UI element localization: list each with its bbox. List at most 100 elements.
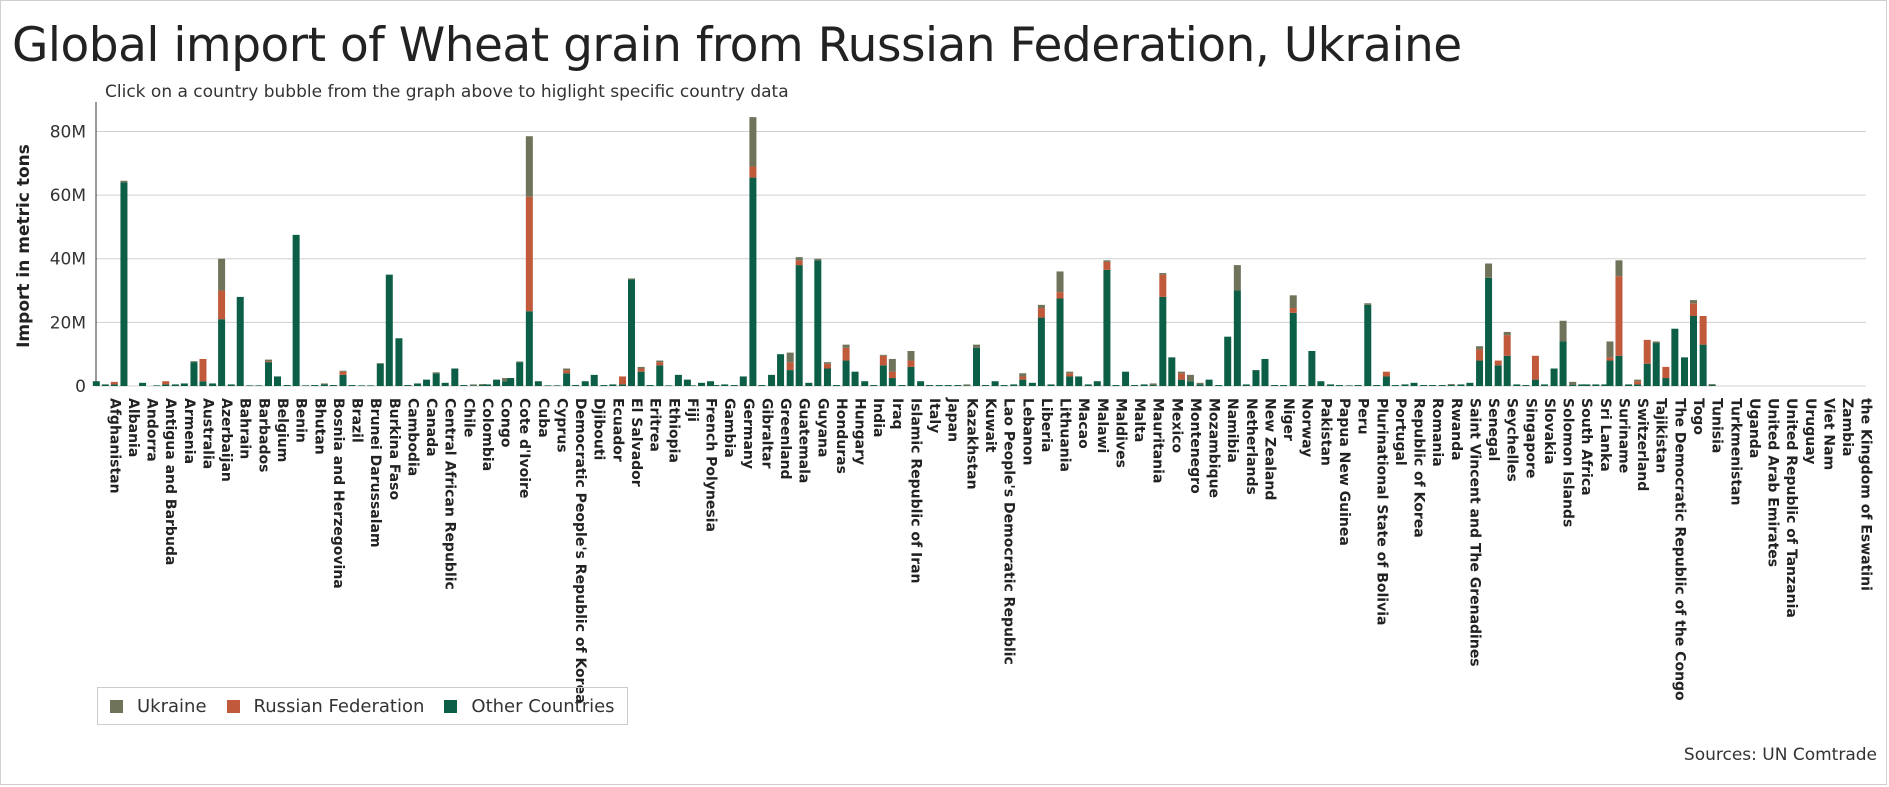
bar-seychelles-0-russia xyxy=(1494,360,1502,366)
bar-honduras-0-ukraine xyxy=(823,362,831,364)
x-tick-label-romania: Romania xyxy=(1429,398,1445,467)
bar-lao-people-s-democratic-republic-0-other xyxy=(991,381,999,386)
bar-seychelles-1-ukraine xyxy=(1503,331,1511,336)
x-tick-label-ethiopia: Ethiopia xyxy=(665,398,681,463)
bar-slovakia-0-russia xyxy=(1531,355,1539,380)
bar-guatemala-1-russia xyxy=(795,260,803,266)
bar-canada-0-other xyxy=(414,383,422,386)
bar-djibouti-1-other xyxy=(590,374,598,386)
y-tick-label-40m: 40M xyxy=(50,250,86,270)
legend-swatch-russian-federation xyxy=(226,699,240,713)
bar-the-democratic-republic-of-the-congo-0-russia xyxy=(1662,366,1670,379)
x-tick-label-azerbaijan: Azerbaijan xyxy=(218,398,234,482)
bar-maldives-1-other xyxy=(1112,385,1120,386)
x-tick-label-the-democratic-republic-of-the-congo: The Democratic Republic of the Congo xyxy=(1671,398,1687,701)
bar-peru-1-other xyxy=(1354,385,1362,386)
bar-belgium-0-other xyxy=(265,362,272,386)
legend-label-russian-federation: Russian Federation xyxy=(253,695,425,717)
x-tick-label-portugal: Portugal xyxy=(1392,398,1408,466)
bar-iraq-1-other xyxy=(888,378,896,386)
bar-guyana-0-other xyxy=(805,382,813,386)
legend-item-russian-federation[interactable]: Russian Federation xyxy=(226,695,425,717)
x-tick-label-seychelles: Seychelles xyxy=(1504,398,1520,482)
bar-suriname-1-ukraine xyxy=(1615,260,1623,277)
x-tick-label-albania: Albania xyxy=(125,398,141,457)
bar-macao-0-other xyxy=(1066,376,1074,386)
bar-togo-1-russia xyxy=(1690,303,1697,316)
bar-india-0-other xyxy=(861,381,869,386)
bar-central-african-republic-1-other xyxy=(441,382,449,386)
bar-antigua-and-barbuda-1-russia xyxy=(162,381,170,385)
bar-guatemala-1-ukraine xyxy=(795,257,803,261)
bar-sri-lanka-1-other xyxy=(1592,384,1600,386)
bar-guatemala-0-russia xyxy=(786,362,794,371)
legend-item-ukraine[interactable]: Ukraine xyxy=(110,696,207,717)
x-tick-label-malawi: Malawi xyxy=(1094,398,1110,453)
bar-ethiopia-0-ukraine xyxy=(656,360,664,363)
bar-pakistan-1-other xyxy=(1317,381,1325,386)
bar-togo-1-ukraine xyxy=(1690,300,1697,304)
bar-islamic-republic-of-iran-1-ukraine xyxy=(907,351,915,361)
x-tick-label-italy: Italy xyxy=(926,398,942,433)
bar-greenland-0-other xyxy=(768,374,776,386)
x-tick-label-kazakhstan: Kazakhstan xyxy=(963,398,979,490)
legend-swatch-ukraine xyxy=(110,699,123,713)
bar-malta-0-other xyxy=(1122,371,1130,386)
bar-lithuania-1-russia xyxy=(1056,292,1064,299)
bar-macao-0-ukraine xyxy=(1066,371,1074,374)
bar-afghanistan-1-other xyxy=(101,384,109,386)
bar-senegal-0-other xyxy=(1476,360,1484,386)
x-tick-label-india: India xyxy=(870,398,886,437)
x-tick-label-cote-d-ivoire: Cote d'Ivoire xyxy=(516,398,532,498)
bar-italy-0-other xyxy=(917,381,925,386)
bar-bahrain-0-other xyxy=(227,384,235,386)
x-tick-label-netherlands: Netherlands xyxy=(1243,398,1259,495)
bar-germany-0-other xyxy=(730,385,738,386)
bar-armenia-1-other xyxy=(180,383,188,386)
bar-belgium-0-ukraine xyxy=(265,359,272,362)
bar-fiji-1-other xyxy=(683,379,691,386)
x-tick-label-tajikistan: Tajikistan xyxy=(1653,398,1669,473)
x-tick-label-macao: Macao xyxy=(1075,398,1091,449)
bar-tunisia-0-russia xyxy=(1699,316,1707,345)
bar-slovakia-0-other xyxy=(1531,379,1539,386)
x-tick-label-guatemala: Guatemala xyxy=(796,398,812,483)
bar-el-salvador-0-other xyxy=(619,384,626,386)
bar-portugal-0-russia xyxy=(1382,371,1390,377)
bar-new-zealand-0-other xyxy=(1252,370,1260,386)
bar-solomon-islands-1-other xyxy=(1559,341,1567,386)
bar-liberia-1-other xyxy=(1037,317,1045,386)
x-tick-label-maldives: Maldives xyxy=(1112,398,1128,468)
bar-lebanon-1-other xyxy=(1019,379,1027,386)
x-tick-label-cuba: Cuba xyxy=(535,398,551,438)
bar-azerbaijan-1-other xyxy=(218,319,226,386)
bar-switzerland-0-other xyxy=(1625,384,1633,386)
y-tick-label-80m: 80M xyxy=(50,122,86,142)
x-tick-label-el-salvador: El Salvador xyxy=(628,398,644,487)
bar-kazakhstan-1-other xyxy=(963,385,971,386)
bar-mexico-0-other xyxy=(1159,296,1167,386)
bar-burkina-faso-1-other xyxy=(385,274,393,386)
x-tick-label-slovakia: Slovakia xyxy=(1541,398,1557,465)
x-tick-label-cambodia: Cambodia xyxy=(404,398,420,476)
bar-guatemala-0-other xyxy=(786,370,794,386)
bar-switzerland-1-russia xyxy=(1634,381,1642,385)
bar-montenegro-1-other xyxy=(1186,381,1194,386)
bar-cuba-0-ukraine xyxy=(525,136,533,197)
chart-legend: Ukraine Russian Federation Other Countri… xyxy=(97,687,628,725)
bar-italy-1-other xyxy=(926,385,934,386)
legend-item-other-countries[interactable]: Other Countries xyxy=(444,695,615,717)
x-tick-label-democratic-people-s-republic-of-korea: Democratic People's Republic of Korea xyxy=(572,398,588,704)
x-tick-label-barbados: Barbados xyxy=(255,398,271,472)
bar-tajikistan-1-other xyxy=(1652,343,1660,386)
legend-label-other-countries: Other Countries xyxy=(471,695,615,717)
bar-maldives-0-russia xyxy=(1103,261,1111,270)
x-tick-label-kuwait: Kuwait xyxy=(982,398,998,453)
x-tick-label-central-african-republic: Central African Republic xyxy=(442,398,458,590)
bar-kazakhstan-1-ukraine xyxy=(963,384,971,386)
bar-afghanistan-2-other xyxy=(110,384,118,386)
bar-bosnia-and-herzegovina-1-other xyxy=(329,385,337,386)
bar-benin-1-other xyxy=(292,234,300,386)
x-tick-label-mexico: Mexico xyxy=(1168,398,1184,454)
